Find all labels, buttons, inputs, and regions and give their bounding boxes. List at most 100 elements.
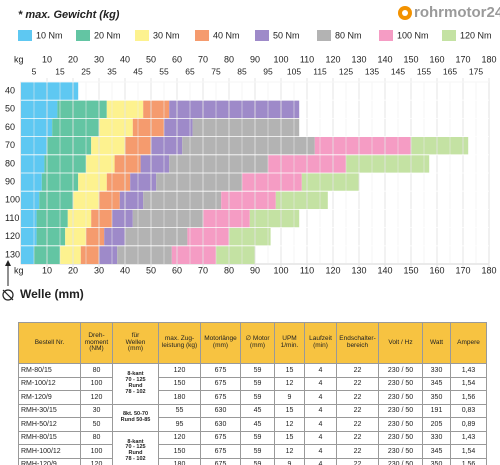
x-tick-label: 120 [325,54,340,64]
x-tick-label: 180 [481,265,496,275]
range-segment [80,245,99,264]
range-segment [67,209,92,228]
header-cell: Ampere [450,322,487,364]
logo: rohrmotor24 [414,4,500,21]
x-tick-label: 70 [198,265,208,275]
range-segment [91,209,112,228]
table-cell: 675 [200,444,241,459]
table-cell: 4 [304,417,337,432]
legend-label: 20 Nm [94,30,121,40]
x-tick-label: 60 [172,54,182,64]
legend-swatch [255,30,269,41]
range-segment [21,209,37,228]
range-segment [192,118,300,137]
y-tick-label: 60 [5,122,15,132]
x-tick-label-minor: 115 [313,66,327,76]
x-tick-label: 130 [351,54,366,64]
table-cell: 330 [422,430,451,445]
x-tick-label-minor: 175 [469,66,483,76]
cell-line: Motorlänge [204,335,237,343]
table-cell: 4 [304,457,337,465]
range-segment [36,227,66,246]
table-cell: 9 [274,457,305,465]
x-tick-label: 50 [146,265,156,275]
range-segment [60,245,81,264]
table-cell: RMH-50/12 [18,417,81,432]
table-cell: 4 [304,444,337,459]
cell-line: 8-kant [127,371,144,378]
x-axis-label: kg [14,265,24,275]
range-segment [86,154,115,173]
x-tick-label-minor: 125 [339,66,353,76]
range-segment [21,100,58,119]
table-cell: 59 [240,457,275,465]
table-cell: 230 / 50 [378,390,423,405]
range-segment [21,118,53,137]
header-cell: ∅ Motor (mm) [240,322,275,364]
x-tick-label-minor: 35 [107,66,117,76]
range-segment [130,173,157,192]
range-segment [114,154,141,173]
table-cell: 1,56 [450,457,487,465]
cell-line: Bestell Nr. [34,338,65,346]
table-cell: 59 [240,430,275,445]
y-tick-label: 110 [5,213,19,223]
table-cell: 8-kant 70 - 125 Rund 78 - 102 [112,363,159,405]
table-cell: 95 [158,417,201,432]
header-cell: Dreh-moment (NM) [80,322,113,364]
table-cell: 4 [304,403,337,418]
cell-line: 70 - 125 [125,376,146,383]
range-segment [132,118,164,137]
range-segment [125,227,188,246]
range-segment [119,191,144,210]
x-tick-label: 10 [42,54,52,64]
table-cell: 1,43 [450,430,487,445]
range-segment [99,191,120,210]
range-segment [104,227,125,246]
table-cell: 330 [422,363,451,378]
table-cell: 4 [304,363,337,378]
range-segment [182,136,315,155]
y-tick-label: 100 [5,195,20,205]
y-tick-label: 50 [5,104,15,114]
table-cell: 15 [274,430,305,445]
table-row: RMH-50/12 50 95 630 45 12 4 22 230 / 50 205 0,89 [18,417,487,432]
x-tick-label: 90 [250,54,260,64]
cell-line: (NM) [89,345,104,353]
x-tick-label: 160 [429,265,444,275]
x-tick-label: 40 [120,54,130,64]
table-cell: 630 [200,403,241,418]
y-tick-label: 80 [5,158,15,168]
range-segment [112,209,133,228]
range-segment [156,173,242,192]
table-cell: 45 [240,417,275,432]
x-tick-label: 80 [224,54,234,64]
table-row: RMH-120/9 120 180 675 59 9 4 22 230 / 50 350 1,56 [18,457,487,465]
x-tick-label: 100 [273,54,288,64]
table-cell: 180 [158,390,201,405]
x-tick-label: 140 [377,265,392,275]
table-cell: 230 / 50 [378,430,423,445]
cell-line: 8kt. 50-70 [122,410,149,417]
table-cell: 22 [336,403,379,418]
table-cell: 630 [200,417,241,432]
table-cell: 22 [336,444,379,459]
cell-line: Rund 50-85 [120,416,151,423]
table-cell: 22 [336,363,379,378]
x-tick-label-minor: 105 [287,66,301,76]
cell-line: moment [84,338,109,346]
range-segment [221,191,276,210]
table-cell: RMH-30/15 [18,403,81,418]
cell-line: Rund [128,382,143,389]
range-segment [78,173,107,192]
range-segment [52,118,99,137]
x-tick-label: 10 [42,265,52,275]
range-segment [151,136,183,155]
cell-line: Dreh- [88,331,105,339]
table-cell: 675 [200,390,241,405]
table-cell: 191 [422,403,451,418]
legend-swatch [379,30,393,41]
table-row: RMH-30/15 30 8kt. 50-70 Rund 50-85 55 630 45 15… [18,403,487,432]
cell-line: 8-kant [127,438,144,445]
range-segment [314,136,411,155]
